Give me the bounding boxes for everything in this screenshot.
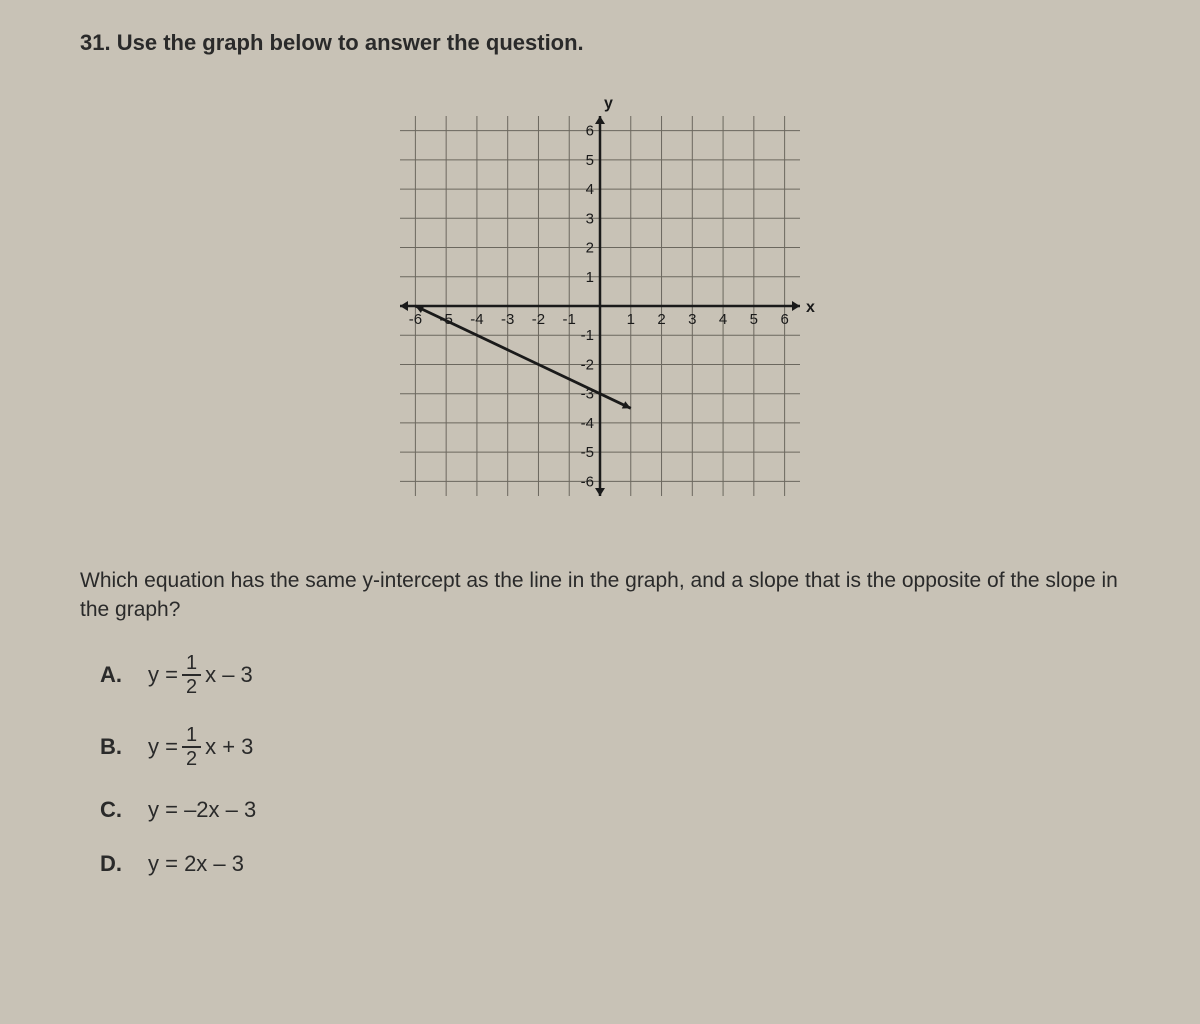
choice-c[interactable]: C. y = –2x – 3 [100,797,1120,823]
svg-text:-2: -2 [532,311,545,328]
svg-text:-5: -5 [581,444,594,461]
svg-text:5: 5 [750,311,758,328]
svg-text:3: 3 [688,311,696,328]
question-number: 31. [80,30,111,55]
svg-text:x: x [806,299,815,316]
fraction: 1 2 [182,725,201,769]
choice-equation: y = –2x – 3 [148,797,256,823]
svg-text:-6: -6 [409,311,422,328]
svg-text:1: 1 [586,269,594,286]
answer-choices: A. y = 1 2 x – 3 B. y = 1 2 x + 3 [100,653,1120,877]
choice-equation: y = 1 2 x – 3 [148,653,253,697]
fraction: 1 2 [182,653,201,697]
choice-letter: D. [100,851,130,877]
svg-text:1: 1 [627,311,635,328]
question-text: Which equation has the same y-intercept … [80,566,1120,625]
question-instruction: Use the graph below to answer the questi… [117,30,584,55]
choice-equation: y = 1 2 x + 3 [148,725,253,769]
svg-text:-3: -3 [501,311,514,328]
choice-a[interactable]: A. y = 1 2 x – 3 [100,653,1120,697]
svg-text:6: 6 [586,123,594,140]
choice-equation: y = 2x – 3 [148,851,244,877]
svg-text:5: 5 [586,152,594,169]
choice-letter: B. [100,734,130,760]
choice-letter: C. [100,797,130,823]
svg-text:2: 2 [657,311,665,328]
svg-text:y: y [604,95,613,112]
svg-text:-6: -6 [581,473,594,490]
coordinate-graph: 123456-1-2-3-4-5-6123456-6-5-4-3-2-1yx [370,86,830,526]
svg-text:4: 4 [586,181,594,198]
graph-container: 123456-1-2-3-4-5-6123456-6-5-4-3-2-1yx [80,86,1120,526]
svg-text:-4: -4 [581,415,594,432]
choice-d[interactable]: D. y = 2x – 3 [100,851,1120,877]
choice-b[interactable]: B. y = 1 2 x + 3 [100,725,1120,769]
svg-text:2: 2 [586,240,594,257]
choice-letter: A. [100,662,130,688]
svg-text:-2: -2 [581,356,594,373]
svg-text:4: 4 [719,311,727,328]
svg-text:-1: -1 [563,311,576,328]
worksheet-page: 31. Use the graph below to answer the qu… [0,0,1200,935]
question-header: 31. Use the graph below to answer the qu… [80,30,1120,56]
svg-text:-1: -1 [581,327,594,344]
svg-text:6: 6 [780,311,788,328]
svg-text:3: 3 [586,210,594,227]
svg-text:-4: -4 [470,311,483,328]
